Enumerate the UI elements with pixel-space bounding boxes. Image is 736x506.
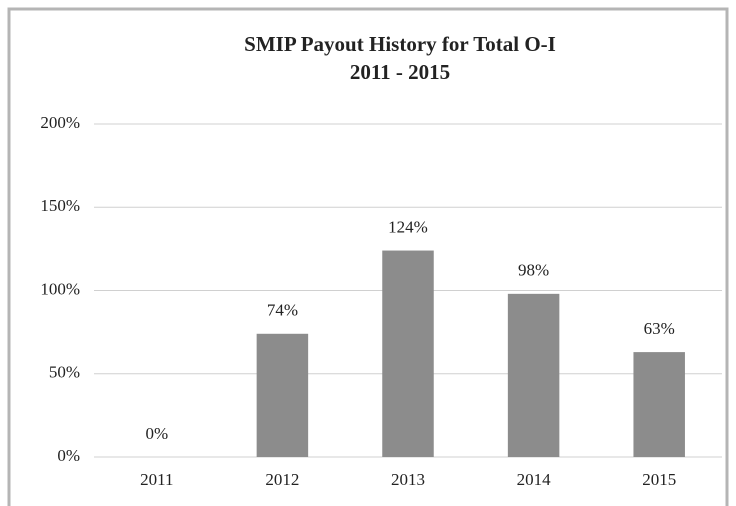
chart-subtitle: 2011 - 2015 [350,60,450,84]
y-tick-label: 150% [40,196,80,215]
data-label: 124% [388,217,428,236]
bar [633,352,685,457]
y-tick-label: 200% [40,113,80,132]
y-tick-label: 100% [40,279,80,298]
bar [382,250,434,457]
x-tick-label: 2014 [517,470,552,489]
bar [507,293,560,457]
data-label: 98% [518,261,549,280]
data-label: 63% [644,319,675,338]
x-tick-label: 2011 [140,470,173,489]
chart-frame [7,7,729,506]
x-tick-label: 2012 [265,470,299,489]
chart-title: SMIP Payout History for Total O-I [244,32,556,56]
y-tick-label: 50% [49,363,80,382]
data-label: 74% [267,301,298,320]
x-tick-label: 2015 [642,470,676,489]
bar [256,333,309,457]
data-label: 0% [145,424,168,443]
x-tick-label: 2013 [391,470,425,489]
y-tick-label: 0% [57,446,80,465]
